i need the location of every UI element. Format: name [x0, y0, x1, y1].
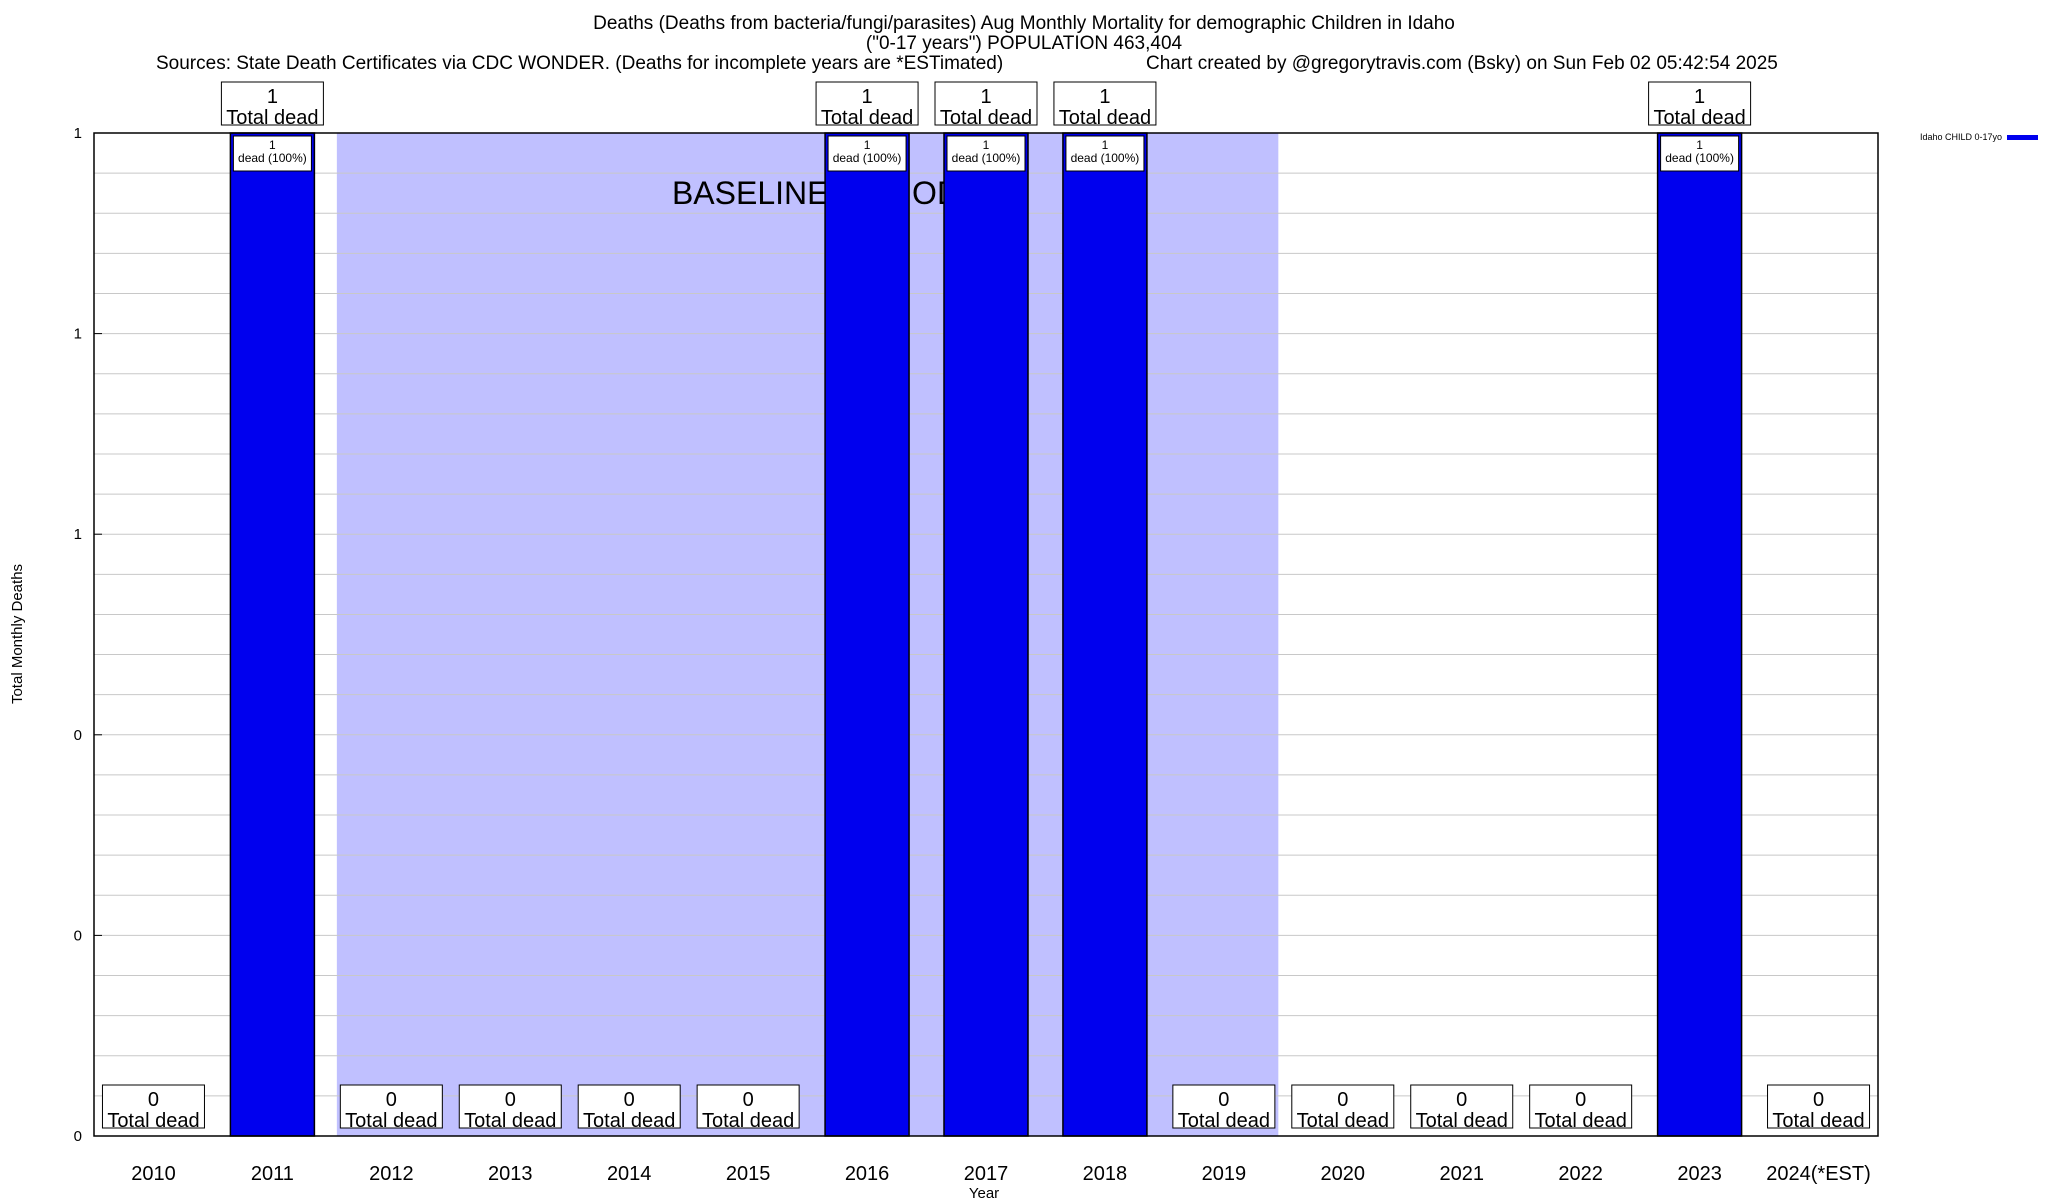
legend-swatch	[2007, 135, 2038, 140]
baseline-period-label: BASELINE PERIOD	[672, 175, 960, 211]
bar-total-label: 0	[148, 1089, 159, 1111]
bar-total-label-box	[934, 81, 1038, 126]
bar-total-label: 0	[1456, 1089, 1467, 1111]
bar-total-label-box	[1767, 1084, 1871, 1129]
y-axis-label: Total Monthly Deaths	[9, 564, 26, 704]
x-axis-label: Year	[969, 1185, 999, 1200]
bar-total-label: 1	[1694, 86, 1705, 108]
bar-total-label-box	[339, 1084, 443, 1129]
bar-total-label: Total dead	[1059, 107, 1151, 129]
bar-inner-label: 1	[1102, 138, 1109, 152]
x-tick-label: 2023	[1677, 1163, 1722, 1185]
bar-inner-label: 1	[269, 138, 276, 152]
bar-total-label: Total dead	[821, 107, 913, 129]
bar-total-label-box	[1529, 1084, 1633, 1129]
x-tick-label: 2019	[1202, 1163, 1247, 1185]
legend-label: Idaho CHILD 0-17yo	[1920, 132, 2002, 142]
bar-total-label: 0	[624, 1089, 635, 1111]
bar-inner-label-box	[946, 135, 1026, 172]
bar-total-label: 0	[386, 1089, 397, 1111]
bar-total-label: Total dead	[1535, 1110, 1627, 1132]
y-tick-label: 1	[74, 125, 82, 142]
x-tick-label: 2020	[1321, 1163, 1366, 1185]
chart-credit: Chart created by @gregorytravis.com (Bsk…	[1146, 53, 1778, 74]
x-tick-label: 2011	[251, 1163, 294, 1185]
bar-total-label: 1	[1099, 86, 1110, 108]
bar-total-label-box	[458, 1084, 562, 1129]
bar-inner-label-box	[232, 135, 312, 172]
bar	[1062, 132, 1148, 1137]
bar-inner-label: dead (100%)	[238, 151, 307, 165]
bar-total-label: Total dead	[940, 107, 1032, 129]
x-tick-label: 2017	[964, 1163, 1009, 1185]
bar-total-label: 0	[1575, 1089, 1586, 1111]
bar-total-label-box	[696, 1084, 800, 1129]
y-tick-label: 1	[74, 526, 82, 543]
bar-total-label-box	[1172, 1084, 1276, 1129]
bar-total-label: Total dead	[107, 1110, 199, 1132]
bar-total-label-box	[101, 1084, 205, 1129]
bar-inner-label-box	[1065, 135, 1145, 172]
bar-total-label: 0	[1337, 1089, 1348, 1111]
bar-total-label-box	[815, 81, 919, 126]
bar-inner-label: dead (100%)	[952, 151, 1021, 165]
bar-total-label: Total dead	[1653, 107, 1745, 129]
bar-inner-label-box	[1660, 135, 1740, 172]
bar-inner-label: 1	[864, 138, 871, 152]
bar-total-label-box	[577, 1084, 681, 1129]
plot-frame	[93, 132, 1879, 1137]
chart-sources: Sources: State Death Certificates via CD…	[156, 53, 1004, 74]
bar-total-label: Total dead	[1416, 1110, 1508, 1132]
bar	[824, 132, 910, 1137]
bar-inner-label: dead (100%)	[1071, 151, 1140, 165]
bar-total-label: Total dead	[583, 1110, 675, 1132]
bar-total-label: 1	[980, 86, 991, 108]
chart-title-line-2: ("0-17 years") POPULATION 463,404	[865, 33, 1183, 54]
bar-total-label: Total dead	[702, 1110, 794, 1132]
bar-total-label: Total dead	[1178, 1110, 1270, 1132]
bar-total-label: Total dead	[1772, 1110, 1864, 1132]
x-tick-label: 2012	[369, 1163, 414, 1185]
x-tick-label: 2018	[1083, 1163, 1128, 1185]
bar-total-label: Total dead	[1297, 1110, 1389, 1132]
bar-total-label: 0	[743, 1089, 754, 1111]
bar-inner-label-box	[827, 135, 907, 172]
bar-total-label: Total dead	[226, 107, 318, 129]
bar-total-label: Total dead	[345, 1110, 437, 1132]
x-tick-label: 2021	[1439, 1163, 1484, 1185]
x-tick-label: 2010	[131, 1163, 176, 1185]
bar-total-label: 0	[1218, 1089, 1229, 1111]
bar-inner-label: dead (100%)	[833, 151, 902, 165]
y-tick-label: 0	[74, 1128, 82, 1145]
x-tick-label: 2013	[488, 1163, 533, 1185]
bar-total-label-box	[220, 81, 324, 126]
bar-total-label: 1	[862, 86, 873, 108]
bar-total-label-box	[1648, 81, 1752, 126]
bar-inner-label: 1	[983, 138, 990, 152]
bar	[229, 132, 316, 1137]
x-tick-label: 2014	[607, 1163, 652, 1185]
bar-inner-label: dead (100%)	[1665, 151, 1734, 165]
y-tick-label: 1	[74, 326, 82, 343]
y-tick-label: 0	[74, 727, 82, 744]
bar-total-label: 1	[267, 86, 278, 108]
bar-total-label: Total dead	[464, 1110, 556, 1132]
bar-total-label: 0	[1813, 1089, 1824, 1111]
bar	[1656, 132, 1743, 1137]
bar-inner-label: 1	[1696, 138, 1703, 152]
y-tick-label: 0	[74, 927, 82, 944]
bar	[943, 132, 1029, 1137]
x-tick-label: 2024(*EST)	[1766, 1163, 1871, 1185]
bar-total-label-box	[1291, 1084, 1395, 1129]
x-tick-label: 2015	[726, 1163, 771, 1185]
bar-total-label: 0	[505, 1089, 516, 1111]
chart-title-line-1: Deaths (Deaths from bacteria/fungi/paras…	[593, 13, 1455, 34]
bar-total-label-box	[1410, 1084, 1514, 1129]
x-tick-label: 2016	[845, 1163, 890, 1185]
x-tick-label: 2022	[1558, 1163, 1603, 1185]
bar-total-label-box	[1053, 81, 1157, 126]
